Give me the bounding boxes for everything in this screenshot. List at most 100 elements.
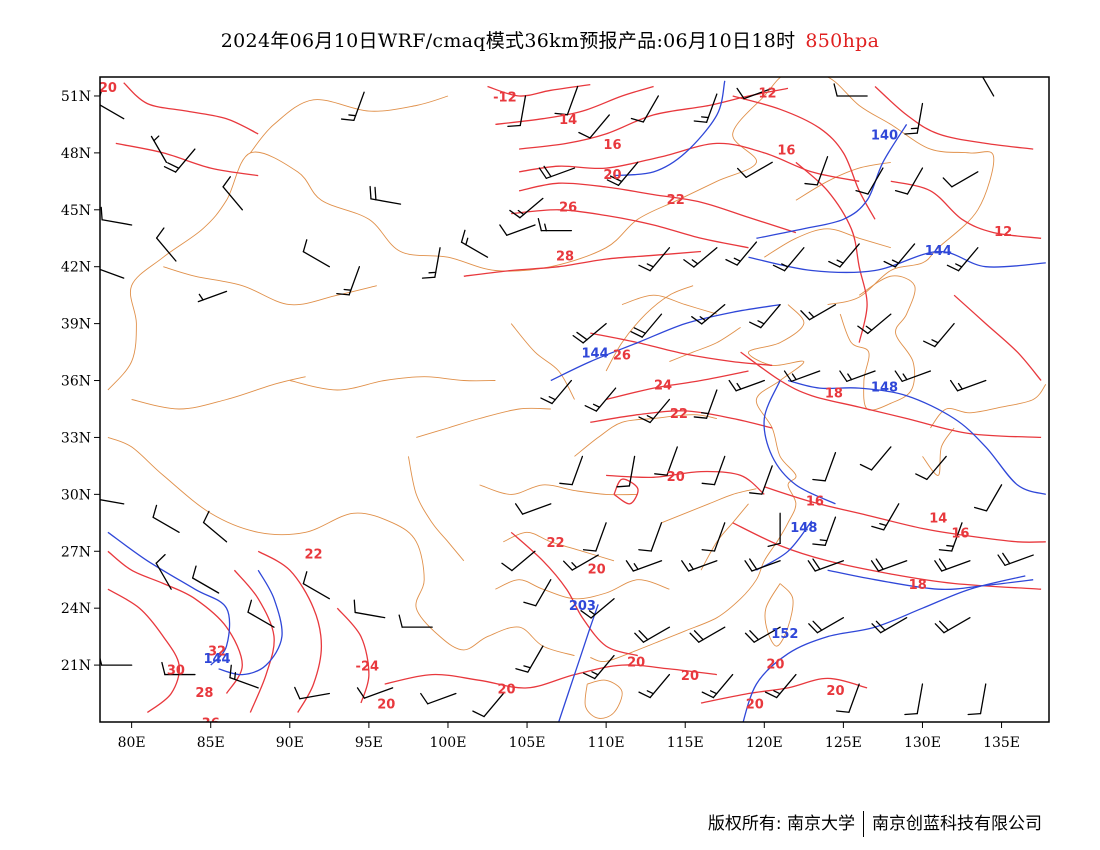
title-main: 2024年06月10日WRF/cmaq模式36km预报产品:06月10日18时 — [220, 30, 796, 52]
temperature-label: 18 — [825, 386, 843, 401]
wind-barb — [871, 503, 900, 531]
wind-barb — [828, 243, 860, 268]
wind-barb — [191, 565, 220, 594]
wind-barb — [562, 554, 599, 571]
wind-barb — [634, 626, 671, 643]
border-line — [416, 407, 551, 438]
copyright-label: 版权所有: — [707, 814, 787, 834]
temperature-contour — [953, 294, 1042, 381]
wind-barb — [606, 161, 639, 186]
temperature-contour — [519, 87, 789, 150]
temperature-label: 24 — [654, 379, 672, 394]
border-line — [107, 436, 575, 657]
temperature-contour — [590, 410, 773, 429]
wind-barb — [247, 599, 275, 628]
wind-barb — [222, 176, 244, 211]
temperature-label: 36 — [202, 716, 220, 731]
border-line — [407, 456, 465, 562]
border-line — [163, 266, 377, 306]
height-contour — [107, 531, 231, 666]
temperature-label: 20 — [667, 470, 685, 485]
wind-barb — [499, 224, 536, 236]
wind-barb — [934, 558, 971, 572]
lon-tick-label: 105E — [509, 735, 546, 751]
lon-tick-label: 85E — [197, 735, 225, 751]
wind-barb — [630, 313, 663, 338]
lon-tick-label: 135E — [983, 735, 1020, 751]
temperature-label: 16 — [777, 143, 795, 158]
wind-barb — [554, 85, 579, 116]
wind-barb — [294, 686, 330, 700]
wind-barb — [630, 95, 659, 123]
wind-barb — [336, 266, 361, 296]
wind-barb — [582, 654, 615, 680]
title-level: 850hpa — [805, 30, 880, 52]
temperature-label: -24 — [356, 659, 380, 674]
height-contour — [558, 604, 599, 722]
border-line — [503, 531, 615, 562]
border-line — [930, 384, 1047, 429]
border-line — [922, 427, 955, 476]
wind-barb — [833, 83, 868, 97]
border-line — [839, 275, 916, 411]
wind-barbs — [100, 77, 1034, 718]
wind-barb — [302, 571, 330, 600]
temperature-label: 20 — [826, 684, 844, 699]
height-label: 203 — [569, 599, 596, 614]
border-line — [661, 488, 757, 524]
border-line — [574, 414, 717, 457]
temperature-contour — [518, 182, 797, 234]
wind-barb — [736, 87, 773, 100]
border-line — [584, 679, 623, 719]
wind-barb — [871, 617, 908, 634]
temperature-label: 20 — [99, 81, 117, 96]
height-label: 144 — [203, 652, 230, 667]
wind-barb — [934, 617, 971, 634]
border-line — [131, 376, 306, 410]
temperature-contour — [732, 522, 1042, 590]
temperature-label: 22 — [546, 536, 564, 551]
lat-tick-label: 21N — [61, 658, 91, 674]
border-line — [605, 285, 694, 372]
height-contour — [756, 124, 908, 239]
wind-barb — [515, 503, 552, 515]
border-line — [764, 228, 891, 258]
wind-barb — [559, 455, 584, 486]
wind-barb — [870, 558, 908, 572]
lat-tick-label: 30N — [61, 487, 91, 503]
wind-barb — [767, 512, 781, 547]
temperature-label: 20 — [603, 168, 621, 183]
temperature-contour — [874, 86, 1034, 150]
height-contour — [742, 575, 1026, 722]
temperature-label: 20 — [497, 682, 515, 697]
lon-tick-label: 80E — [118, 735, 146, 751]
wind-barb — [800, 303, 837, 321]
temperature-contour — [605, 370, 749, 401]
temperature-label: 20 — [766, 658, 784, 673]
wind-barb — [369, 185, 402, 205]
wind-barb — [197, 290, 228, 303]
temperature-contour — [487, 83, 591, 97]
wind-barb — [701, 455, 726, 486]
wind-barb — [857, 313, 892, 335]
lat-tick-label: 51N — [61, 89, 91, 105]
plot-frame — [99, 76, 1050, 723]
temperature-contour — [613, 478, 639, 505]
temperature-contour — [463, 250, 702, 277]
wind-barb — [835, 683, 860, 713]
lat-tick-label: 27N — [61, 544, 91, 560]
wind-barb — [229, 664, 259, 689]
wind-barb — [302, 239, 330, 268]
temperature-contour — [795, 161, 868, 343]
wind-barb — [515, 645, 544, 673]
wind-barb — [942, 171, 979, 188]
wind-barb — [152, 504, 180, 533]
wind-barb — [616, 455, 636, 488]
wind-barb — [981, 77, 995, 97]
temperature-label: 16 — [603, 138, 621, 153]
wind-barb — [100, 498, 125, 505]
wind-barb — [681, 560, 718, 572]
wind-barb — [748, 465, 773, 495]
wind-barb — [161, 661, 196, 676]
